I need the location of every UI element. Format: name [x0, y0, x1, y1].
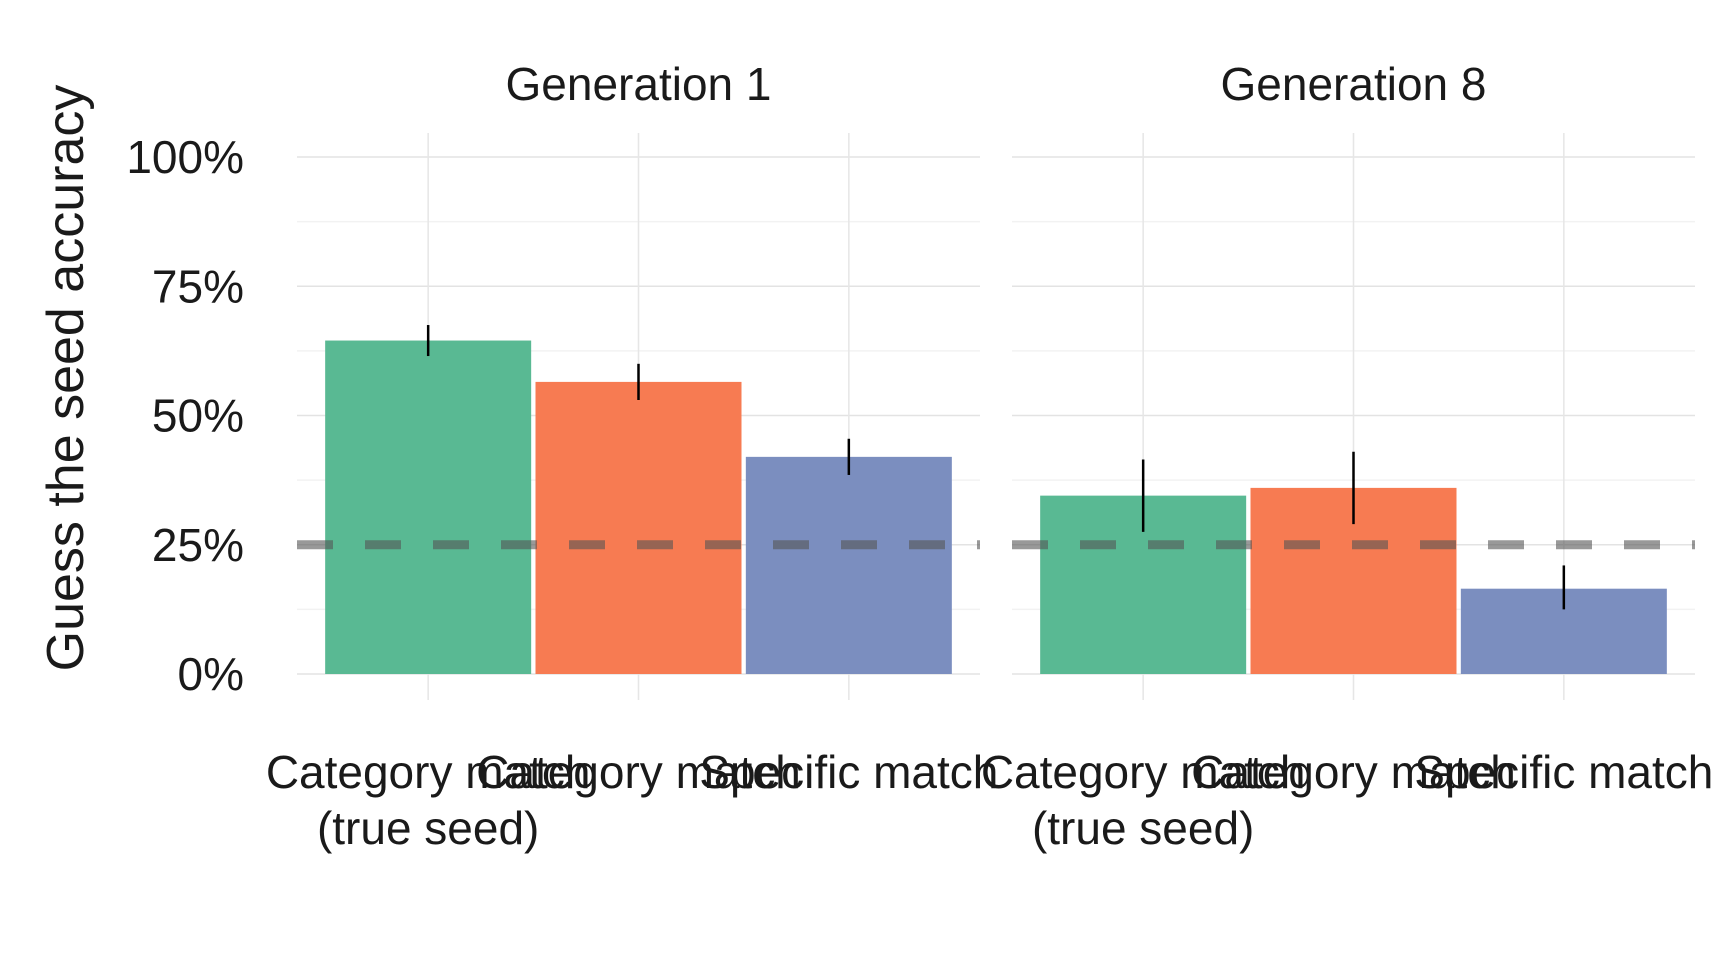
bar [745, 456, 952, 674]
bar [325, 340, 532, 674]
panel-generation-1: Generation 1 Category match (true seed)Cat… [266, 58, 999, 854]
x-tick-label: Category match [1191, 746, 1516, 798]
x-tick-label: Category match (true seed) [981, 746, 1306, 854]
x-tick-label: Category match (true seed) [266, 746, 591, 854]
y-tick-label: 25% [152, 519, 244, 571]
y-tick-label: 75% [152, 260, 244, 312]
y-tick-label: 0% [178, 648, 244, 700]
x-tick-label: Specific match [1414, 746, 1713, 798]
y-axis-label: Guess the seed accuracy [37, 85, 95, 672]
x-tick-label: Category match [476, 746, 801, 798]
y-tick-label: 100% [126, 131, 244, 183]
bar [535, 381, 742, 674]
y-axis-ticks: 0% 25% 50% 75% 100% [126, 131, 244, 700]
panel-title: Generation 8 [1221, 58, 1487, 110]
y-tick-label: 50% [152, 390, 244, 442]
panel-title: Generation 1 [506, 58, 772, 110]
x-tick-label: Specific match [699, 746, 998, 798]
panel-generation-8: Generation 8 Category match (true seed)Cat… [981, 58, 1714, 854]
